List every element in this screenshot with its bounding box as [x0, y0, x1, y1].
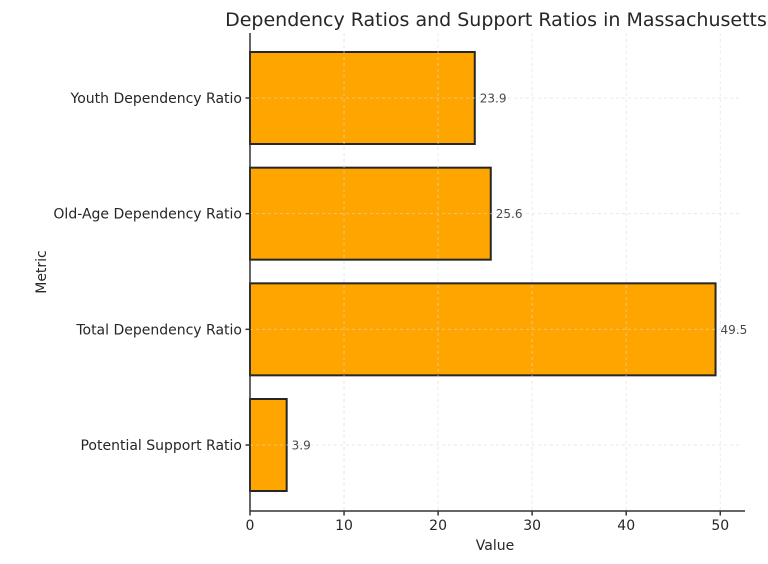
y-axis-title: Metric [34, 250, 50, 294]
x-tick-label: 10 [335, 518, 353, 534]
chart-title: Dependency Ratios and Support Ratios in … [225, 9, 767, 31]
category-tick-label: Total Dependency Ratio [75, 322, 242, 338]
axes-layer [245, 33, 745, 516]
bar-value-label: 25.6 [496, 207, 523, 221]
bar [249, 282, 717, 377]
x-tick-label: 30 [523, 518, 541, 534]
bar [249, 51, 476, 145]
labels-layer: 0 10 20 30 40 50 Youth Dependency Ratio 23.9 Old… [53, 91, 747, 534]
bar-value-label: 3.9 [292, 439, 311, 453]
category-tick-label: Potential Support Ratio [80, 438, 242, 454]
x-tick-label: 0 [246, 518, 255, 534]
bar-value-label: 23.9 [480, 92, 507, 106]
category-tick-label: Youth Dependency Ratio [70, 91, 242, 107]
x-tick-label: 50 [711, 518, 729, 534]
bars-layer [249, 51, 717, 492]
x-tick-label: 20 [429, 518, 447, 534]
x-axis-title: Value [476, 538, 514, 554]
category-tick-label: Old-Age Dependency Ratio [53, 207, 242, 223]
x-tick-label: 40 [617, 518, 635, 534]
bar-value-label: 49.5 [721, 323, 748, 337]
